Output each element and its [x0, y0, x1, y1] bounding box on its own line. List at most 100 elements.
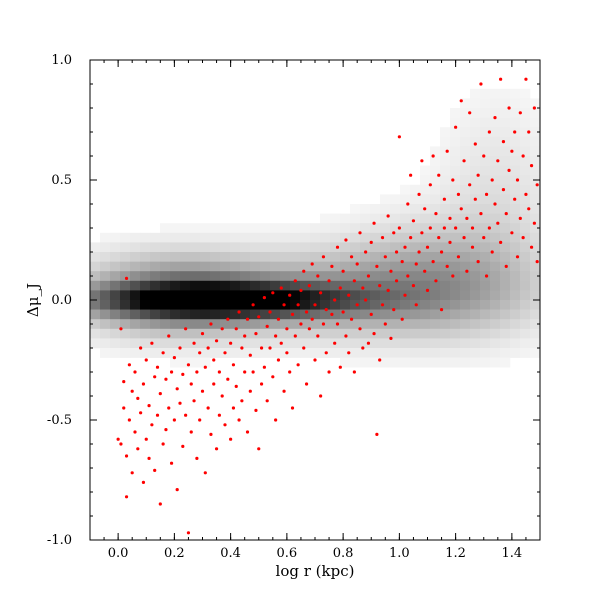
scatter-point	[285, 351, 289, 355]
scatter-point	[355, 303, 359, 307]
density-cell	[450, 117, 461, 128]
density-cell	[170, 242, 181, 253]
density-cell	[280, 290, 291, 301]
density-cell	[300, 328, 311, 339]
density-cell	[460, 300, 471, 310]
scatter-point	[392, 231, 396, 235]
density-cell	[350, 309, 361, 320]
density-cell	[410, 223, 421, 234]
scatter-point	[394, 250, 399, 254]
density-cell	[150, 290, 161, 301]
density-cell	[470, 127, 481, 138]
density-cell	[350, 204, 361, 214]
density-cell	[120, 319, 131, 330]
density-cell	[420, 357, 431, 368]
density-cell	[130, 328, 141, 339]
density-cell	[400, 338, 411, 349]
density-cell	[340, 223, 351, 234]
scatter-point	[290, 312, 295, 316]
density-cell	[510, 280, 521, 291]
density-cell	[130, 271, 141, 282]
density-cell	[470, 213, 481, 224]
density-cell	[500, 88, 511, 99]
density-cell	[400, 223, 411, 234]
density-cell	[220, 290, 231, 301]
scatter-point	[532, 106, 536, 110]
density-cell	[190, 271, 201, 282]
scatter-point	[389, 336, 393, 340]
density-cell	[500, 309, 511, 320]
scatter-point	[150, 341, 154, 345]
density-cell	[170, 348, 181, 358]
scatter-point	[476, 173, 480, 177]
density-cell	[450, 290, 461, 301]
scatter-point	[344, 334, 348, 338]
scatter-point	[417, 250, 421, 254]
density-cell	[490, 175, 501, 186]
density-cell	[480, 357, 491, 368]
scatter-point	[372, 332, 376, 336]
density-cell	[420, 300, 431, 310]
density-cell	[470, 156, 481, 166]
density-cell	[340, 300, 351, 310]
density-cell	[370, 242, 381, 253]
density-cell	[300, 252, 311, 262]
density-cell	[190, 252, 201, 262]
density-cell	[450, 252, 461, 262]
density-cell	[110, 328, 121, 339]
density-cell	[290, 223, 301, 234]
density-cell	[370, 300, 381, 310]
scatter-point	[223, 423, 227, 427]
density-cell	[530, 108, 541, 118]
scatter-point	[147, 456, 151, 460]
scatter-point	[355, 262, 359, 266]
scatter-point	[473, 142, 477, 146]
scatter-point	[307, 284, 311, 288]
density-cell	[510, 232, 521, 243]
scatter-point	[290, 406, 295, 410]
density-cell	[90, 338, 101, 349]
density-cell	[280, 280, 291, 291]
density-cell	[300, 242, 311, 253]
density-cell	[450, 194, 461, 205]
scatter-point	[482, 154, 486, 158]
density-cell	[360, 261, 371, 272]
density-cell	[490, 136, 501, 147]
scatter-point	[428, 226, 432, 230]
scatter-point	[214, 339, 219, 343]
density-cell	[480, 175, 491, 186]
density-cell	[230, 309, 241, 320]
density-cell	[430, 146, 441, 157]
scatter-point	[161, 351, 165, 355]
scatter-point	[434, 212, 438, 216]
density-cell	[320, 232, 331, 243]
scatter-point	[189, 430, 193, 434]
scatter-point	[484, 274, 489, 278]
density-cell	[120, 232, 131, 243]
scatter-point	[206, 346, 210, 350]
density-cell	[200, 261, 211, 272]
density-cell	[490, 271, 501, 282]
density-cell	[500, 146, 511, 157]
density-heatmap	[90, 88, 541, 368]
density-cell	[390, 309, 401, 320]
scatter-point	[501, 140, 506, 144]
density-cell	[480, 165, 491, 176]
scatter-point	[442, 226, 446, 230]
density-cell	[390, 271, 401, 282]
density-cell	[460, 309, 471, 320]
density-cell	[420, 290, 431, 301]
scatter-point	[327, 279, 331, 283]
scatter-point	[493, 116, 497, 120]
density-cell	[420, 165, 431, 176]
scatter-point	[169, 370, 174, 374]
density-cell	[120, 290, 131, 301]
density-cell	[270, 290, 281, 301]
density-cell	[140, 232, 151, 243]
density-cell	[370, 223, 381, 234]
density-cell	[250, 242, 261, 253]
density-cell	[490, 338, 501, 349]
density-cell	[340, 242, 351, 253]
scatter-point	[178, 346, 182, 350]
density-cell	[460, 98, 471, 109]
